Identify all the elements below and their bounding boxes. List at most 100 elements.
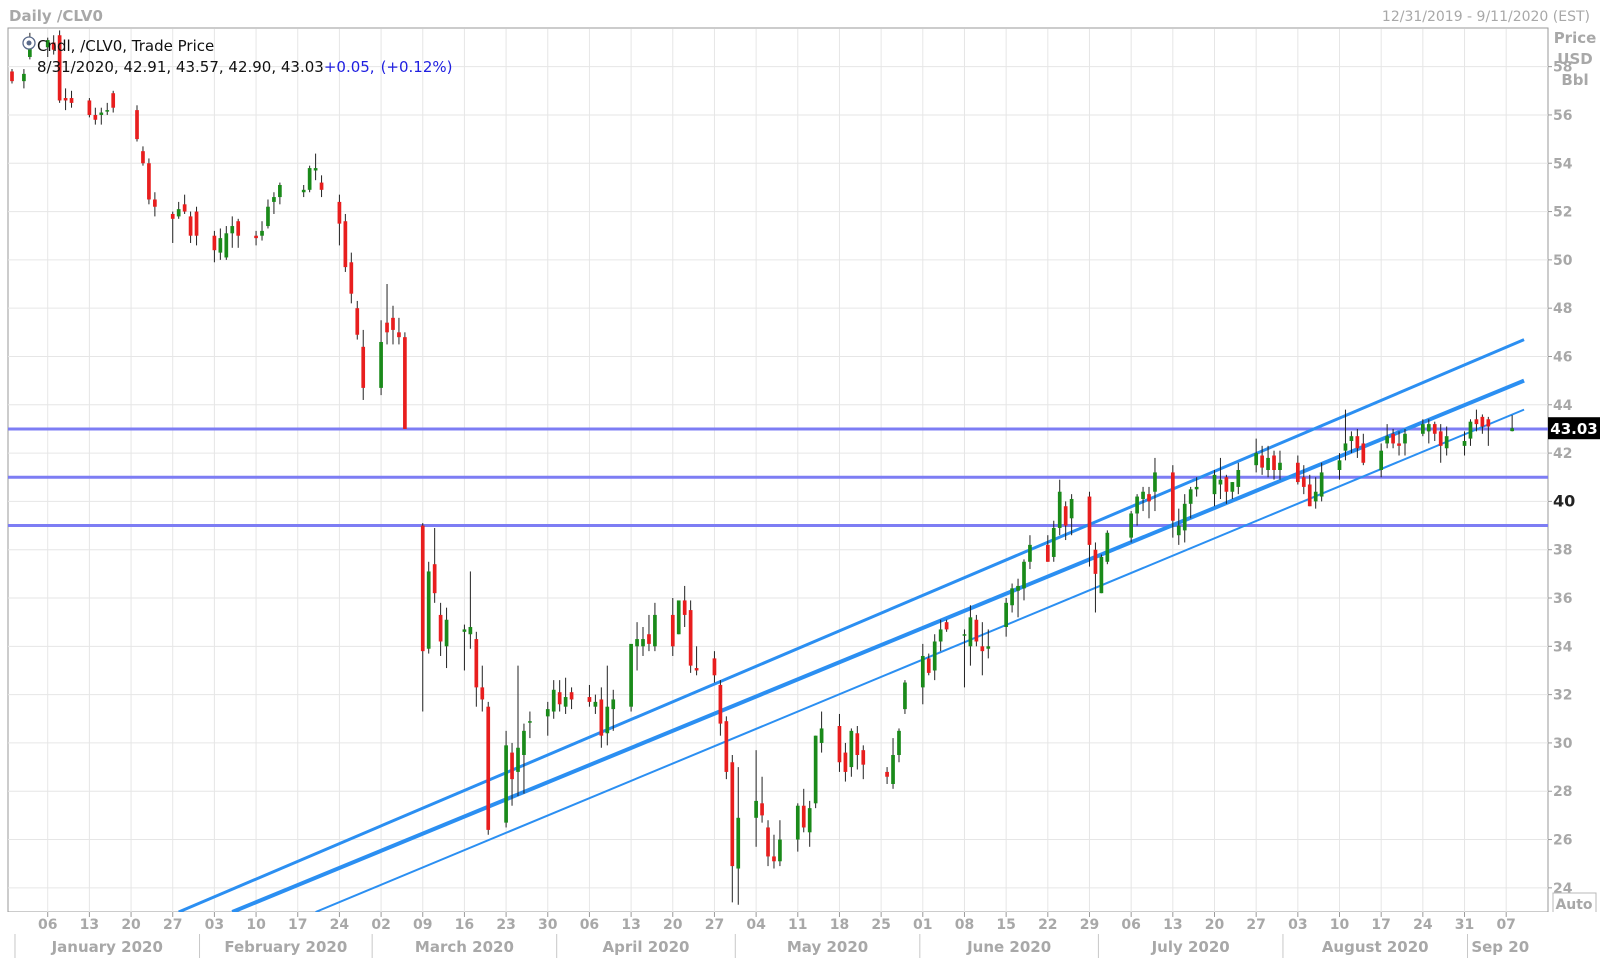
candle-body (641, 639, 645, 647)
candle-body (1188, 489, 1193, 504)
candle-up (99, 107, 104, 125)
candle-up (897, 728, 901, 763)
candle-body (843, 752, 848, 772)
candle-up (1016, 578, 1020, 618)
candle-up (795, 803, 800, 852)
candle-body (385, 322, 389, 333)
y-tick-label: 28 (1553, 784, 1572, 800)
candle-body (718, 684, 723, 724)
x-tick-label: 03 (1288, 917, 1307, 933)
candle-down (688, 600, 693, 673)
x-tick-label: 07 (1496, 917, 1515, 933)
candle-up (545, 701, 550, 736)
candle-down (730, 755, 735, 903)
candle-up (1188, 486, 1193, 519)
candle-up (1218, 457, 1223, 499)
month-label: March 2020 (415, 938, 514, 956)
candle-down (1093, 542, 1098, 613)
candle-body (182, 204, 187, 212)
x-tick-label: 06 (38, 917, 57, 933)
candle-body (1063, 506, 1068, 526)
candle-up (1028, 535, 1032, 570)
candle-body (1194, 486, 1199, 490)
candle-body (1051, 527, 1056, 557)
candle-down (980, 622, 985, 676)
candle-body (1307, 484, 1312, 507)
candle-body (1105, 532, 1110, 562)
candle-body (551, 689, 556, 712)
candle-body (676, 600, 681, 635)
candle-down (1295, 455, 1300, 485)
legend-change-pct: (+0.12%) (381, 58, 453, 76)
candle-body (974, 619, 979, 642)
y-tick-label: 36 (1553, 591, 1572, 607)
candle-body (141, 151, 145, 164)
candle-down (1301, 465, 1306, 495)
candle-body (605, 706, 610, 734)
candle-body (51, 42, 56, 50)
candle-body (1361, 443, 1366, 463)
candle-body (438, 614, 443, 642)
candle-body (379, 341, 383, 388)
x-tick-label: 29 (1080, 917, 1099, 933)
candle-down (147, 158, 151, 205)
candle-up (1313, 477, 1318, 509)
candle-body (135, 110, 139, 140)
candle-body (1313, 491, 1318, 502)
candle-up (307, 165, 312, 193)
candle-body (224, 233, 229, 258)
candle-body (260, 230, 264, 236)
candle-body (861, 750, 866, 765)
auto-scale-button[interactable]: Auto (1552, 892, 1597, 914)
candle-up (754, 750, 758, 847)
candle-body (599, 699, 604, 736)
candle-up (224, 226, 229, 260)
x-axis: 06 13 20 27 03 10 17 24 02 09 16 23 30 06 13 20 27 04 11 18… (14, 912, 1529, 958)
candle-body (897, 730, 901, 756)
candle-body (903, 682, 907, 710)
candle-up (1462, 431, 1467, 456)
candle-body (1057, 491, 1062, 528)
candle-body (528, 721, 532, 723)
candle-body (22, 73, 26, 82)
month-label: May 2020 (787, 938, 868, 956)
y-tick-label: 34 (1553, 639, 1573, 655)
x-tick-label: 16 (455, 917, 474, 933)
candle-body (545, 709, 550, 717)
candle-body (1486, 419, 1491, 427)
candle-body (807, 808, 812, 833)
candle-down (1307, 474, 1312, 507)
candle-body (653, 614, 657, 647)
candle-up (230, 216, 235, 248)
candle-body (432, 564, 437, 594)
candle-up (849, 728, 854, 777)
candle-down (1361, 433, 1366, 466)
candle-down (1063, 501, 1068, 541)
auto-scale-label[interactable]: Auto (1555, 897, 1592, 913)
candle-down (403, 332, 407, 429)
x-tick-label: 13 (621, 917, 640, 933)
candle-body (1319, 472, 1324, 497)
candle-down (760, 776, 764, 823)
candle-body (647, 634, 651, 644)
x-tick-label: 04 (746, 917, 766, 933)
candle-up (1194, 477, 1199, 497)
candle-body (349, 262, 354, 294)
month-label: February 2020 (224, 938, 347, 956)
info-circle-icon[interactable] (22, 36, 36, 50)
candle-body (1301, 477, 1306, 487)
candle-down (1355, 428, 1360, 458)
candle-down (885, 767, 889, 784)
candle-body (313, 168, 318, 171)
candle-up (986, 629, 991, 659)
candle-down (182, 194, 187, 214)
candle-down (337, 194, 342, 246)
candle-up (605, 665, 610, 746)
x-tick-label: 10 (246, 917, 266, 933)
candle-up (1212, 470, 1217, 507)
candle-down (1260, 445, 1264, 475)
candle-body (194, 211, 199, 236)
candle-down (194, 206, 199, 246)
candle-up (962, 629, 967, 688)
